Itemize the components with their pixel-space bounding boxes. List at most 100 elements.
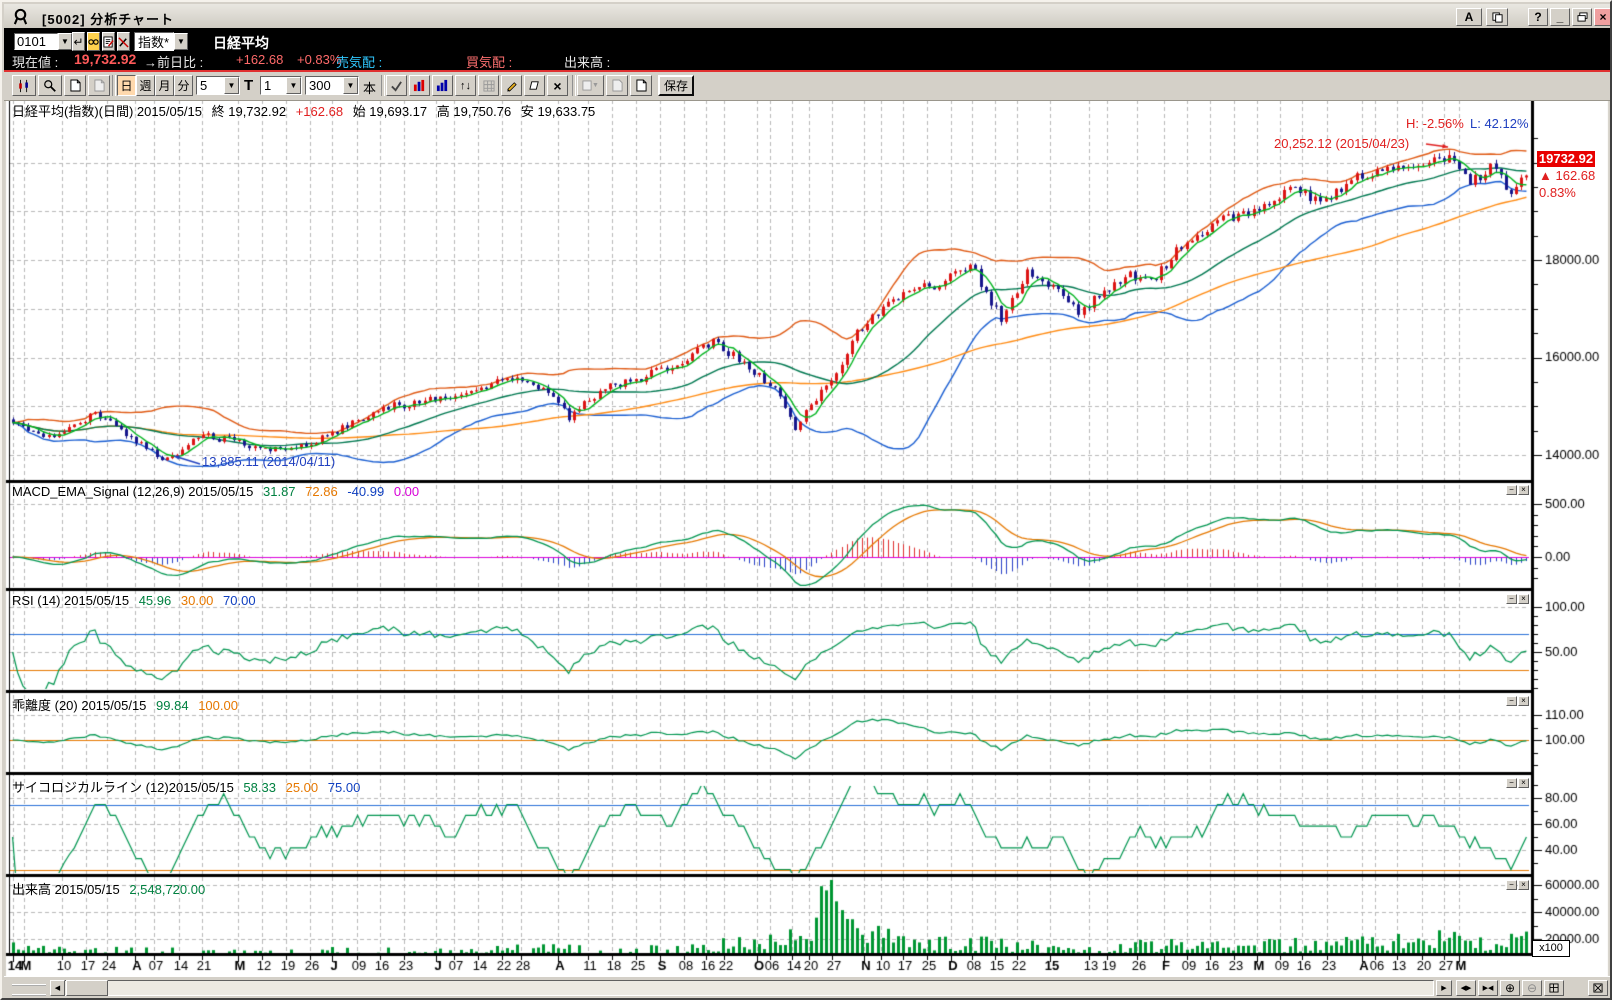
save-button[interactable]: 保存 [658, 75, 694, 96]
interval-dropdown-icon[interactable]: ▼ [224, 77, 239, 94]
close-button[interactable]: × [1594, 8, 1610, 26]
scroll-right-button[interactable]: ▶ [1436, 980, 1452, 996]
macd-close-button[interactable]: × [1518, 485, 1529, 495]
period-day-button[interactable]: 日 [117, 75, 136, 96]
close-panel-button[interactable] [1588, 980, 1608, 996]
delete-all-button[interactable]: × [547, 75, 568, 96]
page-button-disabled[interactable] [88, 75, 110, 96]
kairi-guide: 100.00 [198, 698, 238, 713]
main-header-change: +162.68 [295, 104, 344, 119]
macd-minimize-button[interactable]: − [1506, 485, 1517, 495]
jump-to-end-button[interactable]: ▶◀ [1478, 980, 1498, 996]
title-bar[interactable]: [5002] 分析チャート A ? _ × [4, 4, 1610, 29]
main-header-low: 安 19,633.75 [520, 104, 596, 119]
symbol-dropdown-button[interactable]: ▼ [58, 33, 72, 50]
tick-value: 1 [264, 78, 272, 93]
toolbar-separator [112, 75, 116, 96]
period-minute-button[interactable]: 分 [174, 75, 193, 96]
pencil-button[interactable] [501, 75, 522, 96]
bid-label: 買気配 : [466, 55, 513, 70]
interval-combo[interactable]: 5 ▼ [196, 76, 240, 95]
scroll-track[interactable] [50, 980, 1434, 996]
psy-value: 58.33 [243, 780, 276, 795]
zoom-out-button[interactable]: ⊖ [1522, 980, 1542, 996]
restore-button[interactable] [1572, 8, 1592, 26]
prev-change-label: →前日比 : [144, 55, 204, 70]
category-dropdown-button[interactable]: ▼ [174, 33, 188, 50]
scroll-thumb[interactable] [66, 980, 108, 996]
kairi-header-title: 乖離度 (20) 2015/05/15 [12, 698, 147, 713]
category-combo[interactable]: 指数* [134, 32, 174, 51]
macd-panel-header: MACD_EMA_Signal (12,26,9) 2015/05/15 31.… [12, 484, 425, 499]
psychological-panel-header: サイコロジカルライン (12)2015/05/15 58.33 25.00 75… [12, 777, 366, 796]
copy-window-button[interactable] [1486, 8, 1508, 26]
expand-bars-button[interactable]: ◀▶ [1456, 980, 1476, 996]
trough-price-annotation: 13,885.11 (2014/04/11) [202, 454, 336, 469]
instrument-name: 日経平均 [213, 35, 269, 51]
volume-bars-button[interactable] [432, 75, 453, 96]
kairi-close-button[interactable]: × [1518, 696, 1529, 706]
help-button[interactable]: ? [1528, 8, 1548, 26]
bars-dropdown-icon[interactable]: ▼ [343, 77, 358, 94]
volume-minimize-button[interactable]: − [1506, 880, 1517, 890]
volume-panel-controls: − × [1506, 880, 1529, 890]
grid-table-button[interactable] [478, 75, 499, 96]
macd-panel-controls: − × [1506, 485, 1529, 495]
main-header-high: 高 19,750.76 [436, 104, 512, 119]
macd-value: 31.87 [263, 484, 296, 499]
compare-bars-button[interactable] [409, 75, 430, 96]
period-month-button[interactable]: 月 [155, 75, 174, 96]
no-edit-button[interactable] [117, 32, 130, 51]
scroll-left-button[interactable]: ◀ [50, 980, 65, 996]
quote-bar: ▼ ↵ 指数* ▼ 日経平均 現在値 : 19,732.92 →前日比 : +1… [4, 28, 1610, 72]
zoom-button[interactable] [38, 75, 62, 96]
draw-check-button[interactable] [386, 75, 407, 96]
psy-minimize-button[interactable]: − [1506, 778, 1517, 788]
period-low-pct-annotation: L: 42.12% [1470, 116, 1529, 131]
hon-label: 本 [363, 81, 377, 96]
symbol-code-input[interactable] [14, 33, 58, 50]
bars-combo[interactable]: 300 ▼ [305, 76, 359, 95]
minimize-button[interactable]: _ [1550, 8, 1570, 26]
last-change-label: ▲ 162.68 [1539, 168, 1596, 183]
macd-header-title: MACD_EMA_Signal (12,26,9) 2015/05/15 [12, 484, 254, 499]
rsi-value: 45.96 [138, 593, 172, 608]
eraser-button[interactable] [524, 75, 545, 96]
zoom-in-button[interactable]: ⊕ [1500, 980, 1520, 996]
psy-panel-controls: − × [1506, 778, 1529, 788]
app-logo-icon [12, 8, 29, 25]
save-page-button-disabled[interactable] [606, 75, 628, 96]
layout-dropdown-button-disabled[interactable]: ▼ [577, 75, 604, 96]
main-panel-header: 日経平均(指数)(日間) 2015/05/15 終 19,732.92 +162… [12, 101, 601, 120]
volume-panel-header: 出来高 2015/05/15 2,548,720.00 [12, 879, 211, 898]
volume-close-button[interactable]: × [1518, 880, 1529, 890]
kairi-minimize-button[interactable]: − [1506, 696, 1517, 706]
macd-signal-value: 72.86 [305, 484, 338, 499]
rsi-close-button[interactable]: × [1518, 594, 1529, 604]
period-week-button[interactable]: 週 [136, 75, 155, 96]
psy-lower-guide: 25.00 [285, 780, 319, 795]
last-pct-label: 0.83% [1539, 185, 1576, 200]
candlestick-chart-button[interactable] [12, 75, 36, 96]
category-value: 指数* [138, 35, 170, 50]
font-button[interactable]: A [1456, 8, 1482, 26]
resize-grip[interactable] [12, 984, 46, 996]
memo-button[interactable] [102, 32, 115, 51]
main-header-title: 日経平均(指数)(日間) 2015/05/15 [12, 104, 202, 119]
rsi-upper-guide: 70.00 [223, 593, 256, 608]
load-page-button[interactable] [630, 75, 652, 96]
binoculars-button[interactable] [87, 32, 100, 51]
new-page-button[interactable] [64, 75, 86, 96]
panel-layout-button[interactable] [1544, 980, 1564, 996]
rsi-panel-header: RSI (14) 2015/05/15 45.96 30.00 70.00 [12, 593, 262, 608]
tick-dropdown-icon[interactable]: ▼ [286, 77, 301, 94]
volume-multiplier-badge: x100 [1532, 940, 1570, 957]
enter-button[interactable]: ↵ [72, 32, 85, 51]
rsi-minimize-button[interactable]: − [1506, 594, 1517, 604]
psy-close-button[interactable]: × [1518, 778, 1529, 788]
volume-value: 2,548,720.00 [129, 882, 206, 897]
tick-combo[interactable]: 1 ▼ [260, 76, 302, 95]
sort-arrows-button[interactable]: ↑↓ [455, 75, 476, 96]
main-header-open: 始 19,693.17 [352, 104, 428, 119]
